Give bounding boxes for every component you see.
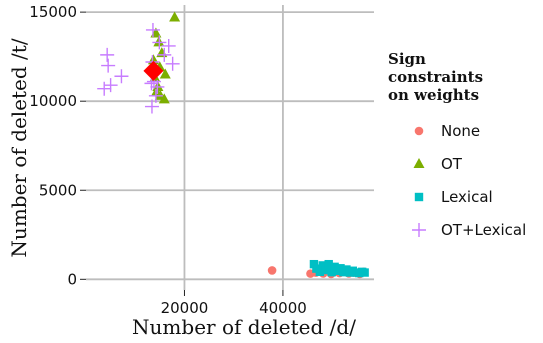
legend-title-line-1: Sign (388, 50, 426, 68)
point-lexical-6 (327, 267, 336, 277)
y-tick-label-3: 15000 (29, 3, 77, 21)
point-ot-lexical-4 (114, 69, 129, 84)
point-lexical-2 (315, 267, 325, 277)
grid-layer (86, 5, 374, 290)
point-ot-lexical-13 (150, 79, 165, 94)
point-highlight-0 (143, 60, 164, 81)
legend-title-line-3: on weights (388, 86, 479, 104)
legend-marker-none (414, 126, 424, 136)
point-ot-lexical-9 (157, 47, 172, 62)
point-lexical-0 (309, 259, 319, 269)
point-lexical-5 (324, 259, 333, 269)
point-ot-9 (158, 93, 170, 104)
x-axis-label: Number of deleted /d/ (132, 315, 356, 339)
y-axis-label: Number of deleted /t/ (7, 38, 31, 257)
point-ot-0 (169, 11, 181, 22)
legend-label-ot-lexical: OT+Lexical (441, 221, 526, 239)
legend-label-none: None (441, 122, 480, 140)
legend-marker-ot (413, 158, 425, 168)
point-lexical-3 (318, 261, 327, 270)
x-tick-label-0: 20000 (161, 299, 209, 317)
y-tick-label-0: 0 (67, 270, 77, 288)
point-ot-lexical-6 (152, 35, 167, 50)
legend-label-ot: OT (441, 155, 463, 173)
x-tick-label-1: 40000 (259, 299, 307, 317)
point-lexical-17 (360, 268, 369, 277)
point-ot-lexical-15 (148, 88, 163, 103)
legend-label-lexical: Lexical (441, 188, 493, 206)
legend-marker-ot-lexical (412, 223, 426, 237)
point-ot-11 (159, 68, 171, 79)
legend-title-line-2: constraints (388, 68, 483, 86)
point-ot-lexical-1 (101, 58, 116, 73)
y-tick-label-1: 5000 (39, 181, 77, 199)
point-ot-lexical-5 (145, 22, 160, 37)
legend-keys: None OT Lexical OT+Lexical (412, 122, 526, 239)
point-lexical-4 (321, 265, 330, 275)
point-none-0 (267, 266, 277, 275)
point-ot-lexical-2 (97, 81, 112, 96)
point-ot-lexical-3 (103, 78, 118, 93)
point-ot-lexical-0 (100, 47, 115, 62)
legend: Sign constraints on weights None OT Lexica… (388, 50, 526, 239)
point-ot-3 (156, 47, 168, 58)
point-ot-lexical-7 (161, 38, 176, 53)
point-ot-lexical-14 (144, 99, 159, 114)
tick-layer: 20000 40000 0 5000 10000 15000 (29, 3, 307, 317)
y-tick-label-2: 10000 (29, 92, 77, 110)
point-ot-lexical-10 (165, 56, 180, 71)
legend-marker-lexical (414, 192, 424, 202)
points-layer (97, 11, 369, 279)
